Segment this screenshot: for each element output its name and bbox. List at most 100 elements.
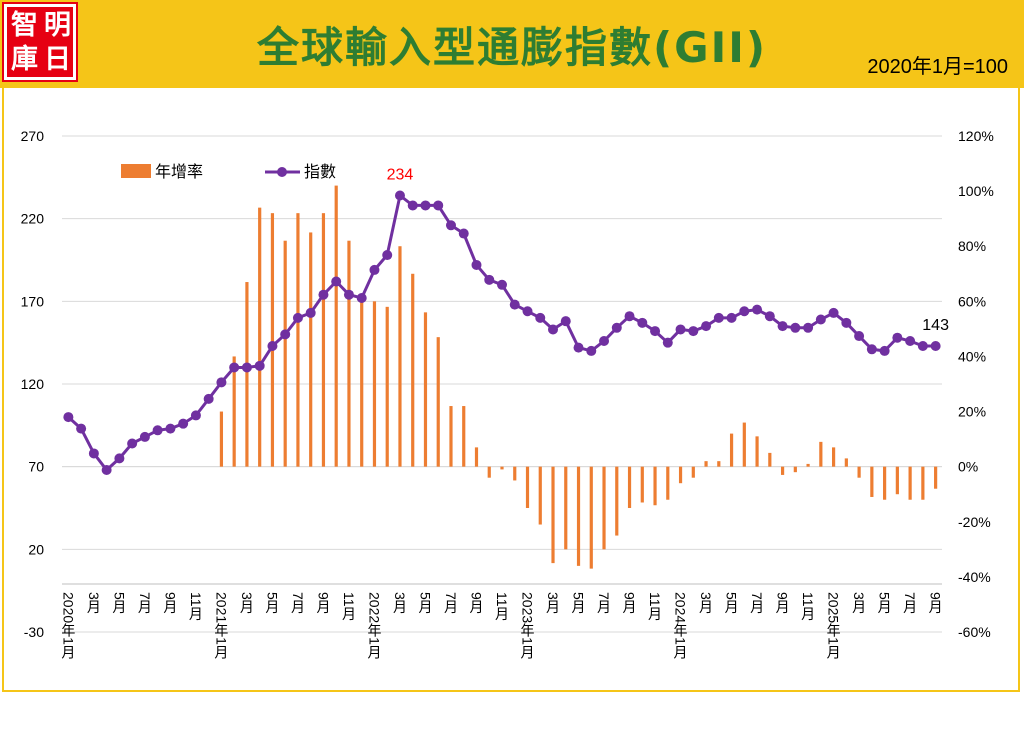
bar-yoy: [653, 466, 657, 506]
point-index: [662, 337, 673, 348]
bar-yoy: [844, 458, 848, 467]
x-tick-label: 9月: [162, 592, 178, 615]
y-left-tick-label: 120: [21, 376, 45, 392]
logo-char: 智: [11, 10, 38, 41]
bar-yoy: [513, 466, 517, 481]
logo-char: 日: [44, 44, 71, 75]
bar-yoy: [334, 185, 338, 467]
legend-swatch-bar: [121, 164, 151, 178]
x-tick-label: 9月: [775, 592, 791, 615]
logo-char: 庫: [11, 44, 38, 75]
point-index: [879, 345, 890, 356]
bar-yoy: [666, 466, 670, 500]
point-index: [803, 322, 814, 333]
base-period-note: 2020年1月=100: [867, 56, 1008, 78]
point-index: [828, 307, 839, 318]
point-index: [318, 289, 329, 300]
point-index: [522, 306, 533, 317]
point-index: [790, 322, 801, 333]
point-index: [382, 250, 393, 261]
bar-yoy: [538, 466, 542, 525]
x-tick-label: 3月: [392, 592, 408, 615]
x-tick-label: 2020年1月: [60, 592, 76, 660]
point-index: [471, 259, 482, 270]
point-index: [548, 324, 559, 335]
point-index: [611, 322, 622, 333]
bar-yoy: [627, 466, 632, 508]
x-tick-label: 7月: [137, 592, 153, 615]
bar-yoy: [640, 466, 644, 503]
bar-yoy: [678, 466, 683, 484]
y-left-tick-label: 20: [28, 541, 44, 557]
y-right-tick-label: -20%: [958, 514, 991, 530]
point-index: [178, 418, 189, 429]
data-label: 234: [387, 167, 414, 184]
point-index: [497, 279, 507, 290]
point-index: [701, 321, 712, 332]
x-tick-label: 9月: [928, 592, 944, 615]
legend-swatch-marker: [277, 167, 287, 177]
point-index: [127, 438, 138, 449]
point-index: [815, 314, 826, 325]
bar-yoy: [398, 246, 402, 467]
bar-yoy: [793, 466, 797, 473]
point-index: [254, 360, 265, 371]
x-tick-label: 5月: [264, 592, 280, 615]
bar-yoy: [908, 466, 912, 500]
bar-yoy: [934, 466, 938, 489]
point-index: [573, 342, 584, 353]
bar-yoy: [347, 240, 351, 467]
bar-yoy: [691, 466, 695, 478]
y-left-tick-label: 220: [21, 211, 45, 227]
y-left-tick-label: 170: [21, 293, 45, 309]
point-index: [76, 423, 87, 434]
bar-yoy: [245, 282, 249, 467]
bar-yoy: [283, 240, 287, 467]
y-right-tick-label: 100%: [958, 183, 994, 199]
point-index: [114, 453, 125, 464]
x-tick-label: 3月: [545, 592, 561, 615]
bar-yoy: [768, 452, 772, 467]
bar-yoy: [819, 441, 823, 467]
point-index: [599, 336, 610, 347]
y-right-tick-label: -40%: [958, 569, 991, 585]
point-index: [726, 312, 737, 323]
point-index: [688, 326, 699, 337]
bar-yoy: [806, 463, 810, 467]
x-tick-label: 3月: [698, 592, 714, 615]
x-tick-label: 2025年1月: [826, 592, 842, 660]
point-index: [586, 345, 597, 356]
point-index: [675, 324, 686, 335]
x-tick-label: 11月: [341, 592, 357, 622]
x-tick-label: 5月: [877, 592, 893, 615]
y-right-tick-label: 40%: [958, 348, 986, 364]
point-index: [88, 448, 99, 459]
bar-yoy: [436, 337, 440, 467]
point-index: [229, 362, 240, 373]
bar-yoy: [474, 447, 479, 467]
series-line-index: [67, 192, 936, 473]
bar-yoy: [895, 466, 899, 495]
x-tick-label: 3月: [239, 592, 255, 615]
point-index: [535, 312, 546, 323]
x-tick-label: 5月: [417, 592, 433, 615]
bar-yoy: [270, 213, 275, 467]
x-tick-label: 3月: [86, 592, 102, 615]
y-right-tick-label: 20%: [958, 404, 986, 420]
point-index: [152, 425, 163, 436]
chart-frame: [2, 88, 1020, 692]
y-right-tick-label: 0%: [958, 459, 978, 475]
bar-yoy: [372, 301, 377, 467]
point-index: [241, 362, 252, 373]
x-tick-label: 2021年1月: [213, 592, 229, 660]
bar-yoy: [602, 466, 606, 550]
y-left-tick-label: 70: [28, 459, 44, 475]
bar-yoy: [462, 406, 466, 467]
bar-yoy: [551, 466, 555, 564]
x-tick-label: 11月: [188, 592, 204, 622]
bar-yoy: [615, 466, 619, 536]
point-index: [280, 329, 291, 340]
bar-yoy: [564, 466, 568, 550]
y-right-tick-label: -60%: [958, 624, 991, 640]
